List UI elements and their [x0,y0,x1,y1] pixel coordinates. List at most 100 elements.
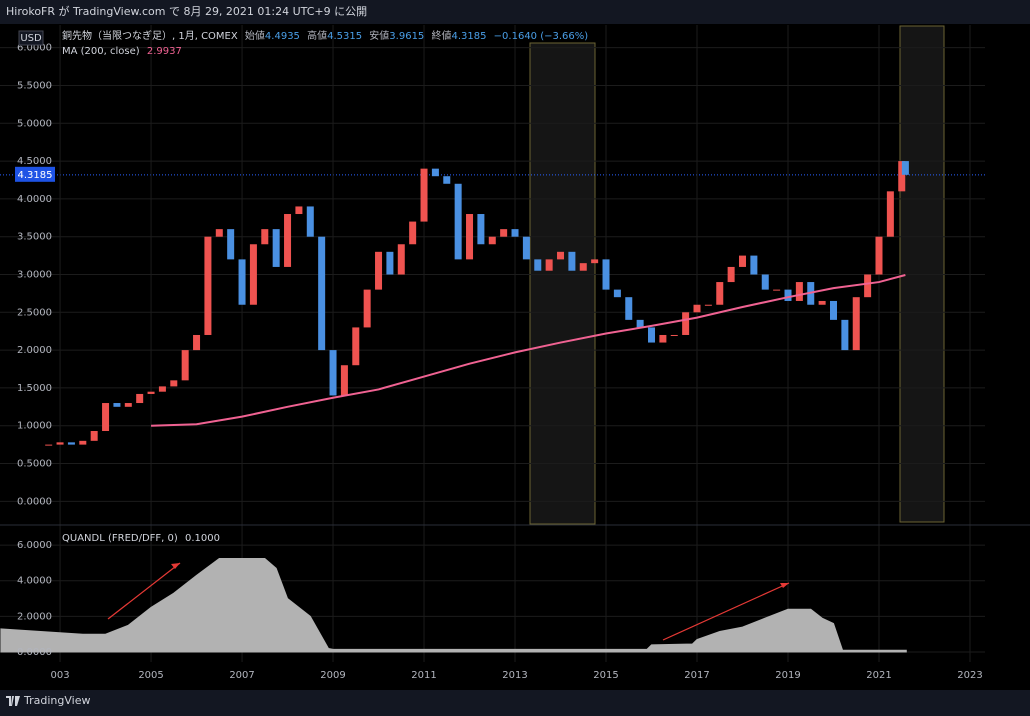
candle [147,391,155,394]
plot: 0.0000 0.5000 1.0000 1.5000 2.0000 2.5000 3.00… [0,25,985,681]
x-tick-label: 2017 [684,670,709,681]
candle [295,206,303,215]
y-tick-label: 0.0000 [17,647,52,658]
legend-change: −0.1640 (−3.66%) [494,31,589,42]
y-tick-label: 0.5000 [17,459,52,470]
y-tick-label: 6.0000 [17,43,52,54]
x-tick-label: 2019 [775,670,800,681]
candle [659,334,667,343]
candle [568,251,576,271]
candle [306,206,314,237]
footer-text: TradingView [24,694,91,707]
candle [773,289,781,291]
candle [750,255,758,275]
x-tick-label: 2011 [411,670,436,681]
candle [625,297,633,320]
candle [158,386,166,392]
candle [591,259,599,264]
candle [443,176,451,184]
legend: 銅先物（当限つなぎ足）, 1月, COMEX 始値4.4935 高値4.5315… [62,29,588,42]
candle [420,168,428,222]
ma-value: 2.9937 [147,46,182,57]
legend-value: 4.3185 [451,31,486,42]
candle [227,229,235,260]
ma-legend: MA (200, close) 2.9937 [62,46,182,57]
candle [102,403,110,432]
legend-label: 終値 [431,29,451,42]
candle [648,327,656,343]
marks [0,161,909,653]
y-tick-label: 0.0000 [17,496,52,507]
candle [579,263,587,271]
candle [136,393,144,404]
candle [454,183,462,260]
unit-box [18,30,44,46]
y-tick-label: 6.0000 [17,540,52,551]
candle [193,334,201,351]
candle [409,221,417,245]
y-tick-label: 2.0000 [17,611,52,622]
candle [682,312,690,335]
candle [613,289,621,298]
candle [124,403,132,407]
x-tick-label: 003 [51,670,70,681]
y-tick-label: 5.0000 [17,118,52,129]
candle [818,300,826,305]
candle [704,304,712,306]
ma-line [151,274,906,427]
arrow-head [171,563,180,569]
candle [45,444,53,446]
candle [113,403,121,407]
candle [795,282,803,301]
candle [511,229,519,237]
legend-label: 高値 [307,29,327,42]
x-tick-label: 2021 [866,670,891,681]
candle [864,274,872,298]
candle [557,251,565,260]
candle [841,319,849,351]
candle [602,259,610,290]
y-tick-label: 3.5000 [17,232,52,243]
candle [238,259,246,305]
candle [363,289,371,328]
candle [545,259,553,271]
y-tick-label: 2.5000 [17,307,52,318]
y-tick-label: 1.0000 [17,421,52,432]
candle [727,266,735,283]
candle [477,214,485,245]
legend-value: 4.5315 [327,31,362,42]
candle [636,319,644,328]
candle [170,380,178,387]
y-tick-label: 1.5000 [17,383,52,394]
candle [886,191,894,237]
candle [249,244,257,305]
candle [901,161,909,175]
candle [79,440,87,445]
legend-label: 安値 [369,29,389,42]
candle [784,289,792,301]
legend-label: 始値 [245,29,265,42]
y-tick-label: 4.5000 [17,156,52,167]
legend-title: 銅先物（当限つなぎ足）, 1月, COMEX [62,29,238,42]
candle [284,214,292,267]
candle [204,236,212,335]
x-tick-label: 2007 [229,670,254,681]
legend-value: 4.4935 [265,31,300,42]
candle [522,236,530,260]
candle [67,442,75,445]
candle [431,168,439,177]
candle [352,327,360,366]
chart: 0.0000 0.5000 1.0000 1.5000 2.0000 2.5000 3.00… [0,24,1030,690]
candle [272,229,280,267]
x-tick-label: 2005 [138,670,163,681]
rate-area [0,557,907,653]
candle [56,442,64,445]
rate-value: 0.1000 [185,533,220,544]
candle [466,214,474,260]
x-tick-label: 2015 [593,670,618,681]
candle [318,236,326,351]
y-tick-label: 4.0000 [17,194,52,205]
candle [340,365,348,396]
candle [693,304,701,313]
candle [215,229,223,237]
